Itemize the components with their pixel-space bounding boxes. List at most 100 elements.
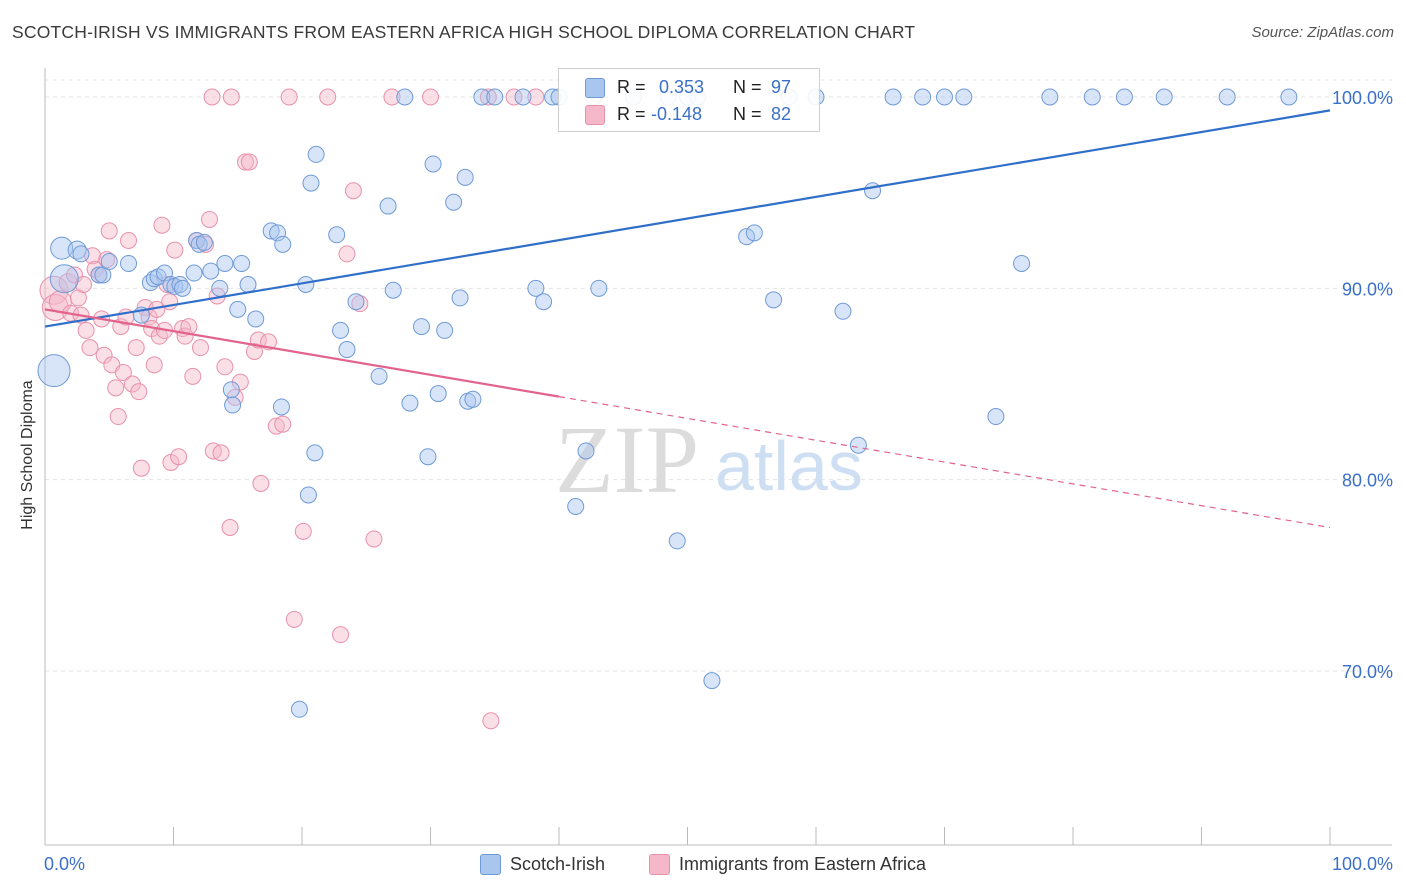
- data-point: [153, 216, 171, 234]
- data-point: [1115, 88, 1133, 106]
- data-point: [419, 448, 437, 466]
- data-point: [473, 88, 491, 106]
- data-point: [535, 293, 553, 311]
- data-point: [738, 228, 756, 246]
- data-point: [114, 364, 132, 382]
- axes: [44, 68, 1392, 846]
- data-point: [240, 153, 258, 171]
- trend-lines: [44, 109, 1331, 529]
- data-point: [668, 532, 686, 550]
- data-point: [955, 88, 973, 106]
- data-point: [914, 88, 932, 106]
- data-point: [590, 279, 608, 297]
- legend-n-label: N =: [733, 104, 762, 124]
- data-point: [338, 341, 356, 359]
- data-point: [294, 522, 312, 540]
- data-point: [849, 436, 867, 454]
- data-point: [864, 182, 882, 200]
- legend-swatch-pink: [585, 105, 605, 125]
- watermark-zip: ZIP: [555, 406, 699, 513]
- data-point: [456, 168, 474, 186]
- data-point: [328, 226, 346, 244]
- data-point: [132, 459, 150, 477]
- data-point: [173, 279, 191, 297]
- data-point: [203, 88, 221, 106]
- data-point: [306, 444, 324, 462]
- data-point: [262, 222, 280, 240]
- data-point: [100, 253, 118, 271]
- data-point: [41, 293, 69, 321]
- trend-line-immigrants-solid: [44, 308, 560, 398]
- y-axis-label: High School Diploma: [19, 380, 36, 530]
- data-point: [567, 497, 585, 515]
- data-point: [436, 321, 454, 339]
- data-point: [170, 448, 188, 466]
- data-point: [274, 235, 292, 253]
- data-point: [527, 88, 545, 106]
- data-point: [77, 321, 95, 339]
- data-point: [319, 88, 337, 106]
- series-immigrants-points: [39, 88, 545, 730]
- data-point: [577, 442, 595, 460]
- data-point: [109, 408, 127, 426]
- data-point: [49, 264, 79, 294]
- watermark-atlas: atlas: [715, 427, 863, 505]
- legend-swatch-blue: [585, 78, 605, 98]
- data-point: [464, 390, 482, 408]
- data-point: [290, 700, 308, 718]
- data-point: [216, 358, 234, 376]
- data-point: [482, 712, 500, 730]
- data-point: [274, 415, 292, 433]
- y-tick-label: 80.0%: [1342, 471, 1393, 491]
- data-point: [365, 530, 383, 548]
- data-point: [383, 88, 401, 106]
- data-point: [396, 88, 414, 106]
- bottom-legend-label: Scotch-Irish: [510, 854, 606, 874]
- data-point: [379, 197, 397, 215]
- data-point: [422, 88, 439, 106]
- data-point: [703, 672, 721, 690]
- data-point: [384, 281, 402, 299]
- chart-title: SCOTCH-IRISH VS IMMIGRANTS FROM EASTERN …: [12, 22, 916, 42]
- data-point: [267, 417, 285, 435]
- bottom-legend-swatch-blue: [480, 854, 501, 875]
- data-point: [302, 174, 320, 192]
- data-point: [370, 367, 388, 385]
- data-point: [69, 289, 87, 307]
- data-point: [745, 224, 763, 242]
- legend-r-label: R =: [617, 104, 646, 124]
- data-point: [332, 321, 350, 339]
- data-point: [272, 398, 290, 416]
- data-point: [936, 88, 953, 106]
- data-point: [195, 233, 213, 251]
- data-point: [200, 210, 218, 228]
- data-point: [285, 610, 303, 628]
- data-point: [236, 153, 254, 171]
- data-point: [299, 486, 317, 504]
- data-point: [239, 276, 257, 294]
- data-point: [216, 254, 234, 272]
- data-point: [280, 88, 298, 106]
- data-point: [332, 626, 350, 644]
- data-point: [72, 245, 90, 263]
- data-point: [884, 88, 902, 106]
- data-point: [127, 339, 145, 357]
- data-point: [1013, 254, 1031, 272]
- data-point: [245, 342, 263, 360]
- data-point: [222, 88, 240, 106]
- data-point: [202, 262, 220, 280]
- data-point: [765, 291, 783, 309]
- data-point: [527, 279, 545, 297]
- data-point: [107, 379, 125, 397]
- data-point: [338, 245, 356, 263]
- data-point: [50, 236, 74, 260]
- data-point: [120, 254, 138, 272]
- x-tick-label: 0.0%: [44, 854, 85, 874]
- data-point: [75, 276, 93, 294]
- data-point: [224, 396, 242, 414]
- data-point: [1280, 88, 1298, 106]
- data-point: [1083, 88, 1101, 106]
- data-point: [307, 145, 325, 163]
- correlation-legend: R = 0.353 N = 97 R = -0.148 N = 82: [558, 68, 820, 132]
